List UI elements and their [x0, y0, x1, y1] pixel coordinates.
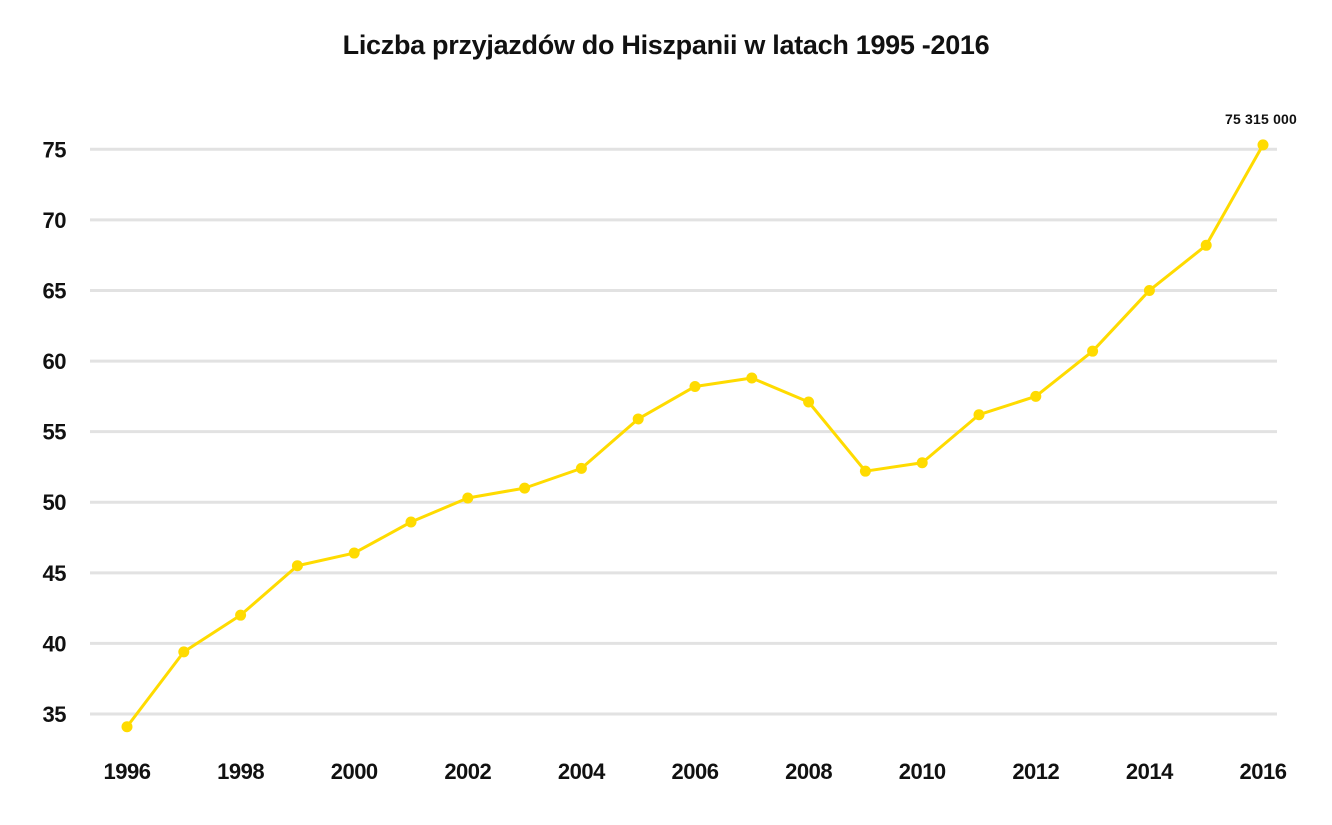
data-point-marker	[178, 646, 190, 658]
data-point-marker	[1143, 284, 1155, 296]
data-point-marker	[348, 547, 360, 559]
y-axis-tick-label: 55	[43, 420, 67, 445]
y-axis-tick-label: 75	[43, 137, 67, 162]
x-axis-tick-label: 2008	[785, 759, 832, 784]
data-point-marker	[1200, 239, 1212, 251]
data-point-marker	[1257, 139, 1269, 151]
y-axis-tick-label: 35	[43, 702, 67, 727]
data-point-marker	[462, 492, 474, 504]
x-axis-tick-label: 1996	[104, 759, 151, 784]
data-point-marker	[632, 413, 644, 425]
y-axis-tick-label: 40	[43, 631, 67, 656]
x-axis-tick-label: 2006	[672, 759, 719, 784]
data-point-marker	[689, 380, 701, 392]
data-point-marker	[519, 482, 531, 494]
y-axis-tick-label: 65	[43, 278, 67, 303]
x-axis-tick-label: 2016	[1240, 759, 1287, 784]
data-point-marker	[973, 409, 985, 421]
y-axis-tick-label: 70	[43, 208, 67, 233]
data-point-marker	[405, 516, 417, 528]
data-point-marker	[121, 721, 133, 733]
data-point-marker	[1087, 345, 1099, 357]
data-point-marker	[746, 372, 758, 384]
x-axis-tick-label: 1998	[217, 759, 264, 784]
x-axis-tick-label: 2004	[558, 759, 606, 784]
x-axis-tick-label: 2014	[1126, 759, 1174, 784]
data-point-marker	[859, 465, 871, 477]
data-point-marker	[916, 457, 928, 469]
data-point-marker	[291, 560, 303, 572]
x-axis-tick-label: 2002	[444, 759, 491, 784]
x-axis-tick-label: 2000	[331, 759, 378, 784]
chart-title: Liczba przyjazdów do Hiszpanii w latach …	[342, 30, 990, 60]
data-point-marker	[575, 462, 587, 474]
data-line	[125, 143, 1265, 729]
x-axis-tick-label: 2012	[1012, 759, 1059, 784]
x-axis-tick-label: 2010	[899, 759, 946, 784]
data-point-marker	[235, 609, 247, 621]
data-point-marker	[803, 396, 815, 408]
y-axis-tick-label: 60	[43, 349, 67, 374]
max-value-label: 75 315 000	[1225, 111, 1297, 127]
data-point-marker	[1030, 390, 1042, 402]
y-axis-tick-label: 45	[43, 561, 67, 586]
y-axis-tick-label: 50	[43, 490, 67, 515]
